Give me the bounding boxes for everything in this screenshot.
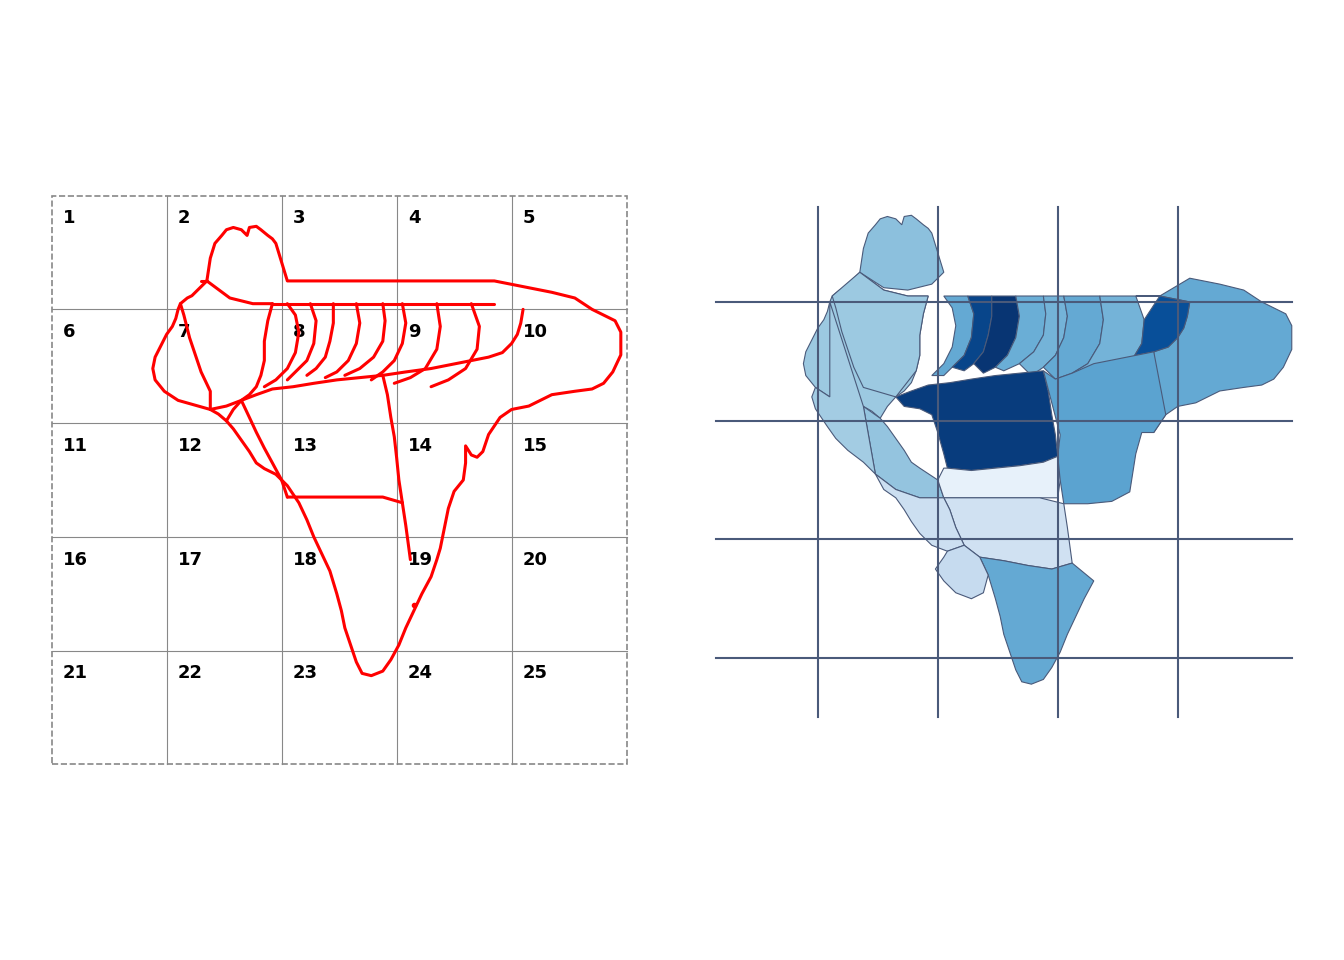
Polygon shape: [996, 296, 1046, 371]
Polygon shape: [896, 371, 1058, 470]
Text: 9: 9: [409, 323, 421, 341]
Text: 4: 4: [409, 209, 421, 228]
Polygon shape: [980, 557, 1094, 684]
Text: 23: 23: [293, 664, 319, 683]
Polygon shape: [812, 302, 875, 474]
Polygon shape: [1136, 278, 1292, 433]
Polygon shape: [1073, 296, 1144, 383]
Text: 10: 10: [523, 323, 548, 341]
Text: 15: 15: [523, 437, 548, 455]
Polygon shape: [863, 406, 943, 498]
Text: 6: 6: [63, 323, 75, 341]
Text: 2: 2: [179, 209, 191, 228]
Text: 22: 22: [179, 664, 203, 683]
Text: 7: 7: [179, 323, 191, 341]
Text: 11: 11: [63, 437, 89, 455]
Polygon shape: [931, 296, 974, 375]
Polygon shape: [1111, 296, 1189, 375]
Text: 16: 16: [63, 550, 89, 568]
Text: 1: 1: [63, 209, 75, 228]
Polygon shape: [1043, 296, 1103, 379]
Text: 17: 17: [179, 550, 203, 568]
Text: 25: 25: [523, 664, 548, 683]
Polygon shape: [935, 545, 988, 599]
Polygon shape: [938, 456, 1060, 498]
Text: 21: 21: [63, 664, 89, 683]
Text: 19: 19: [409, 550, 433, 568]
Text: 3: 3: [293, 209, 305, 228]
Text: 13: 13: [293, 437, 319, 455]
Text: 24: 24: [409, 664, 433, 683]
Text: 5: 5: [523, 209, 535, 228]
Text: 18: 18: [293, 550, 319, 568]
Polygon shape: [832, 273, 929, 396]
Polygon shape: [875, 474, 964, 551]
Polygon shape: [952, 296, 992, 371]
Polygon shape: [974, 296, 1019, 373]
Text: 14: 14: [409, 437, 433, 455]
Text: 12: 12: [179, 437, 203, 455]
Polygon shape: [943, 498, 1073, 569]
Text: 8: 8: [293, 323, 305, 341]
Polygon shape: [804, 273, 929, 419]
Polygon shape: [1043, 351, 1165, 504]
Polygon shape: [1019, 296, 1067, 375]
Polygon shape: [860, 215, 943, 290]
Text: 20: 20: [523, 550, 548, 568]
